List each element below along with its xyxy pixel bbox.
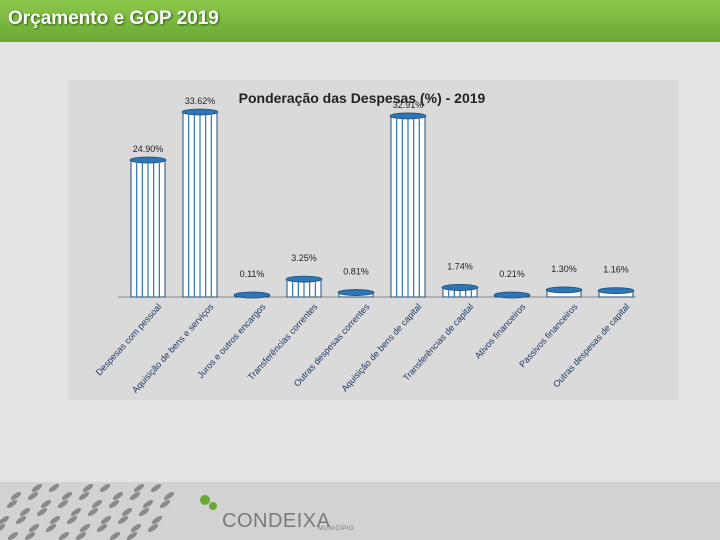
logo-dot	[15, 515, 27, 525]
logo-dot	[130, 523, 142, 533]
logo-dot	[133, 483, 145, 493]
data-label: 33.62%	[185, 96, 216, 106]
logo-dot	[70, 507, 82, 517]
data-label: 1.30%	[551, 264, 577, 274]
logo-wordmark: CONDEIXA	[222, 510, 330, 533]
logo-dot	[142, 499, 154, 509]
logo-dot	[28, 523, 40, 533]
logo-dot	[163, 491, 175, 501]
bars-group	[129, 108, 635, 299]
logo-dot	[61, 491, 73, 501]
logo-dot	[31, 483, 43, 493]
category-label: Ativos financeiros	[473, 301, 528, 360]
logo-dot	[112, 491, 124, 501]
chart-panel	[68, 80, 678, 400]
logo-dot	[0, 515, 10, 525]
logo-dot	[6, 499, 18, 509]
logo-dot	[150, 483, 162, 493]
bar	[129, 156, 167, 298]
logo-dot	[147, 523, 159, 533]
data-label: 0.21%	[499, 269, 525, 279]
logo-dot	[19, 507, 31, 517]
logo-dot	[138, 507, 150, 517]
logo-dot	[126, 531, 138, 540]
data-label: 3.25%	[291, 253, 317, 263]
bar	[337, 289, 375, 298]
bar	[493, 291, 531, 299]
logo-dot	[151, 515, 163, 525]
logo-accent-dot	[200, 495, 210, 505]
logo-subtitle: MUNICÍPIO	[318, 526, 355, 532]
bar	[285, 275, 323, 298]
header-bar: Orçamento e GOP 2019	[0, 0, 720, 42]
category-label: Passivos financeiros	[517, 301, 580, 369]
data-label: 0.81%	[343, 267, 369, 277]
logo-dot	[129, 491, 141, 501]
logo-dot-pattern	[0, 483, 217, 540]
bar	[545, 286, 583, 298]
logo-dot	[96, 523, 108, 533]
logo-dot	[108, 499, 120, 509]
logo-dot	[57, 499, 69, 509]
logo-dot	[40, 499, 52, 509]
logo-dot	[10, 491, 22, 501]
logo-dot	[0, 523, 6, 533]
logo-dot	[48, 483, 60, 493]
page-title: Orçamento e GOP 2019	[8, 8, 219, 29]
logo-dot	[79, 523, 91, 533]
logo-dot	[7, 531, 19, 540]
logo-dot	[159, 499, 171, 509]
bar	[181, 108, 219, 298]
logo-dot	[66, 515, 78, 525]
logo-dot	[121, 507, 133, 517]
logo-dot	[36, 507, 48, 517]
logo-dot	[24, 531, 36, 540]
logo-dot	[27, 491, 39, 501]
logo-name: CONDEIXA	[222, 510, 331, 532]
logo-dot	[100, 515, 112, 525]
data-label: 1.74%	[447, 261, 473, 271]
logo-dot	[117, 515, 129, 525]
logo-dot	[109, 531, 121, 540]
logo-dot	[45, 523, 57, 533]
bar	[441, 284, 479, 298]
logo-dot	[91, 499, 103, 509]
data-label: 24.90%	[133, 144, 164, 154]
logo-dot	[75, 531, 87, 540]
logo-dot	[82, 483, 94, 493]
chart-title: Ponderação das Despesas (%) - 2019	[239, 90, 486, 106]
data-label: 0.11%	[240, 269, 265, 279]
logo-accent-dot	[209, 502, 217, 510]
footer-bar	[0, 482, 720, 540]
logo-dot	[78, 491, 90, 501]
data-labels-group: 24.90% 33.62% 0.11% 3.25% 0.81% 32.91% 1.74% 0.…	[133, 96, 629, 279]
bar	[233, 291, 271, 299]
logo-dot	[87, 507, 99, 517]
data-label: 1.16%	[603, 265, 629, 275]
logo-dot	[99, 483, 111, 493]
bar	[597, 287, 635, 298]
bar	[389, 112, 427, 298]
logo-dot	[58, 531, 70, 540]
logo-dot	[49, 515, 61, 525]
data-label: 32.91%	[393, 100, 424, 110]
